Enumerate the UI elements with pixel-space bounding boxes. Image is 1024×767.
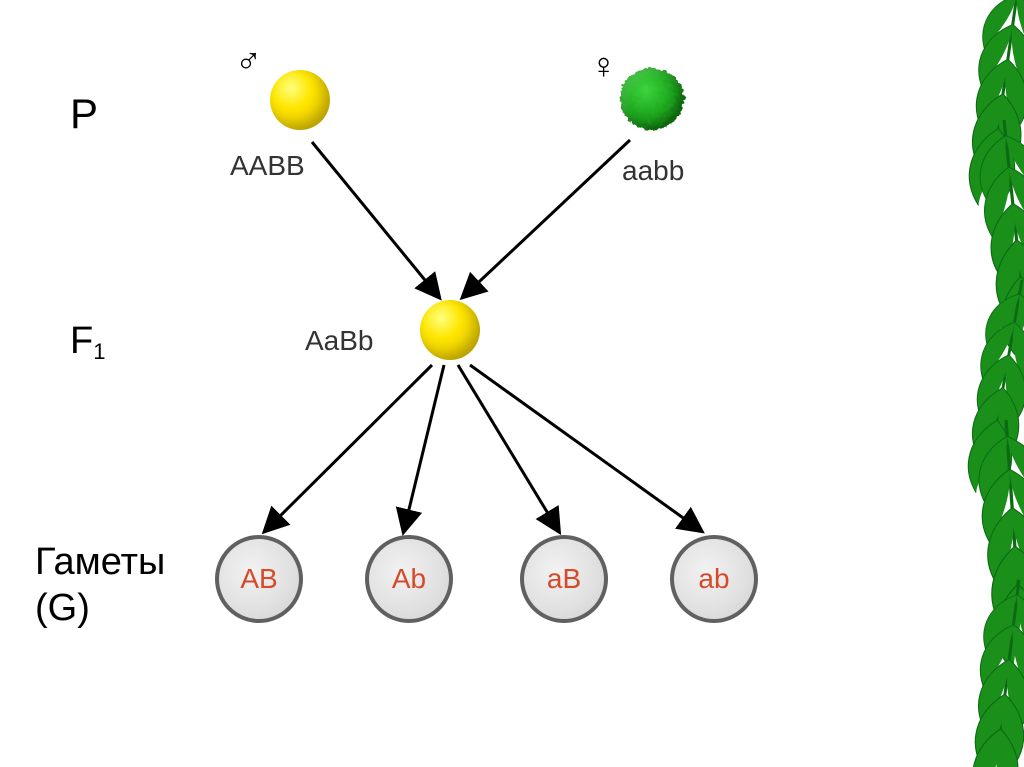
parent-male-genotype: AABB [230, 150, 305, 182]
f1-genotype: AaBb [305, 325, 374, 357]
row-label-gametes: Гаметы (G) [35, 540, 165, 631]
male-symbol: ♂ [235, 40, 262, 82]
gamete-3: aB [520, 535, 608, 623]
gamete-1: AB [215, 535, 303, 623]
slide: P F1 Гаметы (G) ♂ AABB ♀ aabb AaBb AB Ab… [0, 0, 1024, 767]
leaf-decoration [904, 0, 1024, 767]
row-label-f1-sub: 1 [93, 339, 105, 364]
row-label-g-line2: (G) [35, 587, 90, 629]
gamete-3-label: aB [547, 563, 581, 595]
row-label-g-line1: Гаметы [35, 541, 165, 583]
gamete-1-label: AB [240, 563, 277, 595]
arrows-svg [0, 0, 1024, 767]
parent-male-pea [270, 70, 330, 130]
row-label-f1-letter: F [70, 320, 93, 362]
gamete-4-label: ab [698, 563, 729, 595]
gamete-4: ab [670, 535, 758, 623]
parent-female-pea [620, 68, 684, 130]
female-symbol: ♀ [590, 45, 617, 87]
f1-pea [420, 300, 480, 360]
leaf-svg [904, 0, 1024, 767]
gamete-2: Ab [365, 535, 453, 623]
row-label-p: P [70, 90, 98, 138]
parent-female-genotype: aabb [622, 155, 684, 187]
row-label-f1: F1 [70, 320, 105, 363]
gamete-2-label: Ab [392, 563, 426, 595]
